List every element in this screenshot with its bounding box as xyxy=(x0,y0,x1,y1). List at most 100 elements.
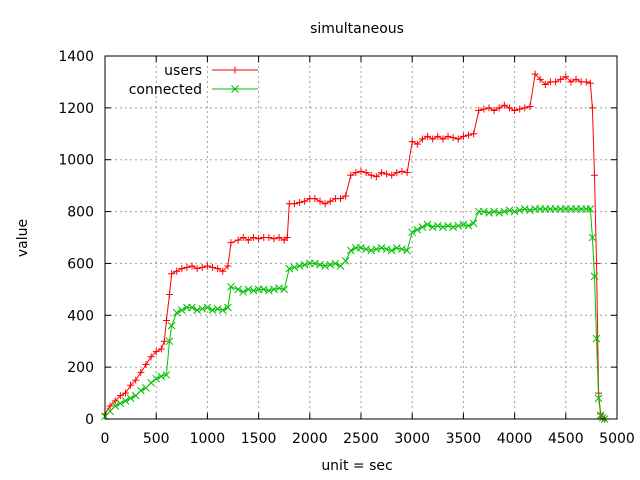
data-point xyxy=(311,259,319,268)
data-point xyxy=(121,396,130,405)
data-point xyxy=(423,220,432,229)
data-point xyxy=(541,81,549,89)
axis-ticks: 0 500 1000 1500 2000 2500 3000 3500 4000 4500 5000… xyxy=(58,49,634,447)
data-point xyxy=(193,265,201,273)
data-point xyxy=(121,389,129,397)
x-tick-label: 3500 xyxy=(446,431,482,447)
data-point xyxy=(326,260,335,269)
data-point xyxy=(588,104,596,112)
legend-marker xyxy=(231,66,239,74)
data-point xyxy=(459,132,467,140)
data-point xyxy=(227,239,235,247)
data-point xyxy=(387,246,396,255)
data-point xyxy=(142,361,150,369)
x-axis-label: unit = sec xyxy=(321,458,392,474)
data-point xyxy=(347,171,355,179)
data-point xyxy=(408,228,417,237)
data-point xyxy=(290,263,299,272)
data-point xyxy=(162,316,170,324)
data-point xyxy=(444,221,452,230)
data-point xyxy=(255,235,263,243)
data-point xyxy=(357,244,365,252)
data-point xyxy=(511,106,519,114)
y-tick-label: 400 xyxy=(67,308,94,324)
data-point xyxy=(531,70,539,78)
data-point xyxy=(526,206,534,215)
x-tick-label: 4000 xyxy=(497,431,533,447)
data-point xyxy=(428,223,437,231)
data-point xyxy=(465,131,473,139)
data-point xyxy=(449,134,457,142)
data-point xyxy=(285,264,294,273)
data-point xyxy=(480,207,488,216)
data-point xyxy=(342,192,350,200)
plot-frame xyxy=(104,55,618,420)
data-point xyxy=(264,286,273,295)
data-point xyxy=(413,140,421,148)
data-point xyxy=(388,171,396,179)
legend-marker xyxy=(231,85,239,93)
data-point xyxy=(500,207,509,216)
x-tick-label: 4500 xyxy=(548,431,584,447)
data-point xyxy=(136,386,145,395)
data-point xyxy=(490,106,498,114)
data-point xyxy=(341,256,350,265)
data-point xyxy=(157,345,165,353)
data-point xyxy=(152,374,161,383)
data-point xyxy=(177,306,186,314)
data-point xyxy=(209,263,217,271)
data-point xyxy=(382,245,391,254)
data-point xyxy=(367,171,375,179)
series-users xyxy=(101,70,609,423)
data-point xyxy=(126,394,135,403)
x-tick-label: 2000 xyxy=(292,431,328,447)
data-point xyxy=(572,75,580,83)
legend-item-users: users xyxy=(164,63,258,79)
data-point xyxy=(377,169,385,177)
data-point xyxy=(316,197,324,205)
data-point xyxy=(372,173,380,181)
legend: users connected xyxy=(129,63,258,98)
data-point xyxy=(418,135,426,143)
data-point xyxy=(213,304,222,313)
data-point xyxy=(127,381,135,389)
data-point xyxy=(147,353,155,361)
data-point xyxy=(352,169,360,177)
data-point xyxy=(408,138,416,146)
data-point xyxy=(495,209,504,217)
data-point xyxy=(362,169,370,177)
data-point xyxy=(392,244,401,252)
data-point xyxy=(167,321,176,330)
data-point xyxy=(586,79,594,87)
y-tick-label: 200 xyxy=(67,360,94,376)
x-tick-label: 3000 xyxy=(394,431,430,447)
data-point xyxy=(224,303,232,312)
x-tick-label: 5000 xyxy=(599,431,635,447)
data-point xyxy=(168,270,176,278)
data-point xyxy=(526,103,534,111)
data-point xyxy=(227,282,235,291)
data-point xyxy=(203,262,211,270)
data-point xyxy=(178,265,186,273)
data-point xyxy=(505,206,514,215)
data-point xyxy=(244,236,252,244)
y-tick-label: 1000 xyxy=(58,153,94,169)
data-point xyxy=(321,262,330,270)
legend-label: users xyxy=(164,63,202,79)
data-point xyxy=(239,288,248,296)
data-point xyxy=(505,104,513,112)
data-point xyxy=(377,244,386,252)
data-point xyxy=(590,272,599,281)
data-point xyxy=(418,223,427,231)
data-point xyxy=(214,265,222,273)
data-point xyxy=(265,234,273,241)
data-point xyxy=(147,378,155,387)
data-point xyxy=(275,234,283,241)
data-point xyxy=(283,234,291,241)
data-point xyxy=(106,402,114,410)
data-point xyxy=(316,260,324,269)
data-point xyxy=(464,221,473,230)
data-point xyxy=(362,245,370,254)
data-point xyxy=(137,368,145,376)
